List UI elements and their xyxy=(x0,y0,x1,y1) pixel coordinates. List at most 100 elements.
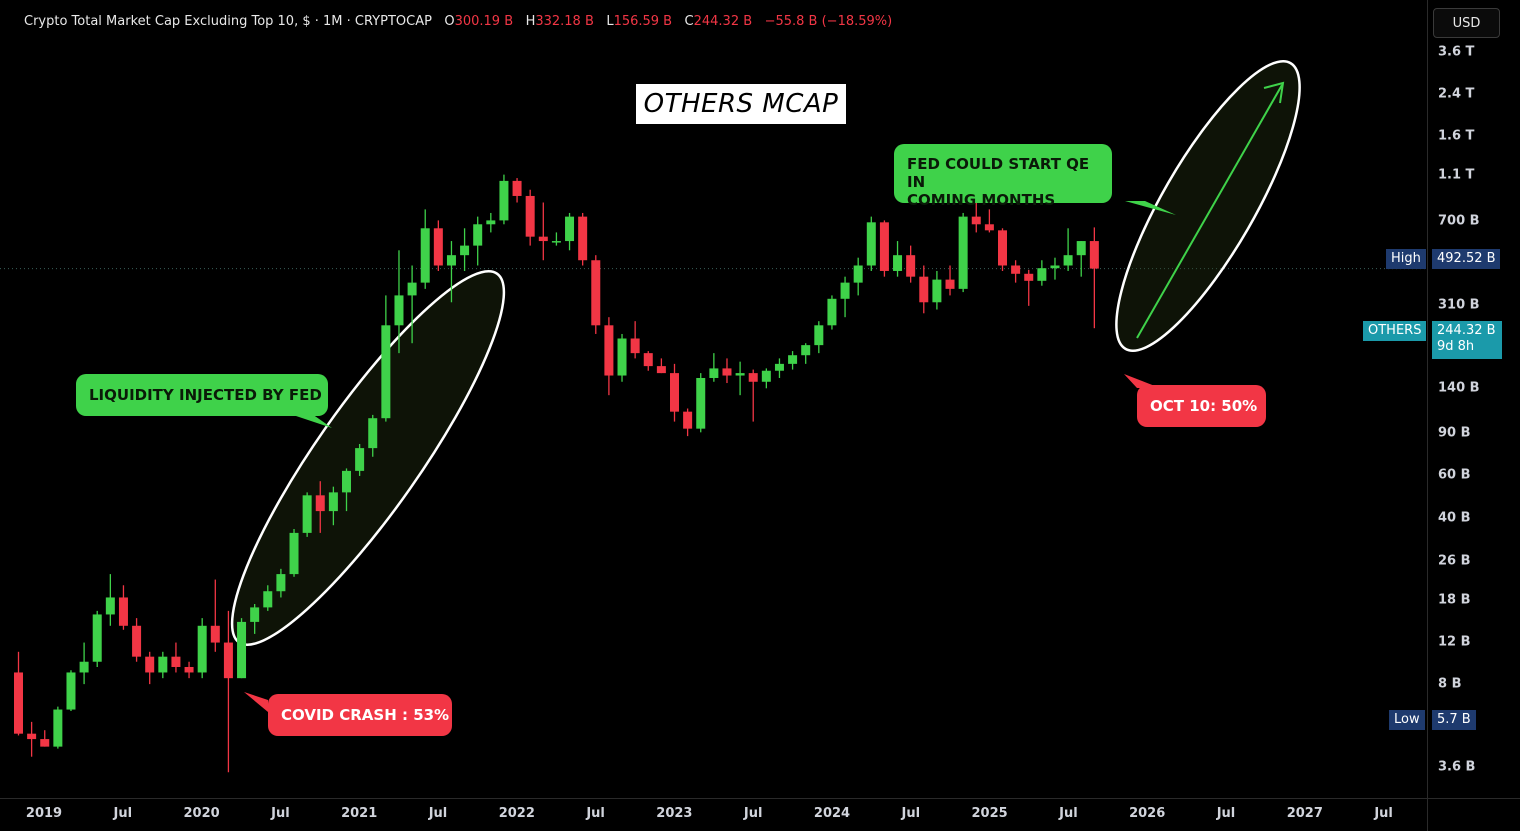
candle-body[interactable] xyxy=(774,363,784,371)
candle-body[interactable] xyxy=(223,642,233,679)
liquidity-callout: LIQUIDITY INJECTED BY FED xyxy=(76,374,328,416)
candle-body[interactable] xyxy=(53,709,63,747)
candle-body[interactable] xyxy=(604,325,614,376)
candle-body[interactable] xyxy=(1011,265,1021,274)
time-tick-label: 2020 xyxy=(183,806,220,821)
open-value: 300.19 B xyxy=(454,14,514,29)
candle-body[interactable] xyxy=(499,180,509,221)
candle-body[interactable] xyxy=(1063,255,1073,266)
candle-body[interactable] xyxy=(132,625,142,657)
candle-body[interactable] xyxy=(998,230,1007,266)
time-tick-label: 2019 xyxy=(25,806,63,821)
candle-body[interactable] xyxy=(40,739,50,747)
candle-body[interactable] xyxy=(210,625,220,643)
candle-body[interactable] xyxy=(1050,265,1060,269)
candle-body[interactable] xyxy=(118,597,128,626)
time-axis-divider xyxy=(0,798,1520,799)
candle-body[interactable] xyxy=(368,418,378,449)
candle-body[interactable] xyxy=(79,661,89,673)
candle-body[interactable] xyxy=(879,222,889,271)
candle-body[interactable] xyxy=(1024,273,1034,281)
candle-body[interactable] xyxy=(761,370,771,382)
candle-body[interactable] xyxy=(145,656,155,673)
candle-body[interactable] xyxy=(237,621,247,679)
candle-body[interactable] xyxy=(643,353,653,367)
candle-body[interactable] xyxy=(945,279,955,289)
candle-body[interactable] xyxy=(919,276,929,303)
candle-body[interactable] xyxy=(551,241,561,243)
candle-body[interactable] xyxy=(827,298,837,326)
candle-body[interactable] xyxy=(355,448,365,471)
price-tick-label: 8 B xyxy=(1438,676,1462,692)
candle-body[interactable] xyxy=(617,338,627,376)
candle-body[interactable] xyxy=(840,282,850,299)
price-tick-label: 700 B xyxy=(1438,213,1480,229)
candle-body[interactable] xyxy=(971,216,981,225)
candle-body[interactable] xyxy=(420,228,430,283)
candle-body[interactable] xyxy=(1076,241,1086,256)
candle-body[interactable] xyxy=(486,220,496,225)
candle-body[interactable] xyxy=(722,368,732,376)
candle-body[interactable] xyxy=(578,216,588,261)
candle-body[interactable] xyxy=(27,733,37,740)
candle-body[interactable] xyxy=(670,373,679,412)
candle-body[interactable] xyxy=(958,216,968,289)
candle-body[interactable] xyxy=(66,672,76,710)
candle-body[interactable] xyxy=(197,625,207,673)
candle-body[interactable] xyxy=(92,614,102,662)
candle-body[interactable] xyxy=(446,255,456,266)
candle-body[interactable] xyxy=(656,366,666,374)
candle-body[interactable] xyxy=(315,495,325,512)
candle-body[interactable] xyxy=(473,224,483,246)
candle-body[interactable] xyxy=(538,236,548,242)
candle-body[interactable] xyxy=(683,411,693,429)
candle-body[interactable] xyxy=(184,666,194,673)
close-label: C xyxy=(684,14,694,29)
candle-body[interactable] xyxy=(984,224,994,231)
candle-body[interactable] xyxy=(735,373,745,376)
candle-body[interactable] xyxy=(591,260,601,326)
candle-body[interactable] xyxy=(250,607,260,622)
candle-body[interactable] xyxy=(263,591,273,608)
price-tick-label: 2.4 T xyxy=(1438,86,1475,102)
candle-body[interactable] xyxy=(381,325,391,419)
candle-body[interactable] xyxy=(814,325,824,346)
price-tick-label: 90 B xyxy=(1438,425,1471,441)
candle-body[interactable] xyxy=(853,265,863,283)
candle-body[interactable] xyxy=(105,597,115,615)
candle-body[interactable] xyxy=(801,345,811,356)
candle-body[interactable] xyxy=(788,355,798,364)
candle-body[interactable] xyxy=(289,532,299,575)
candle-body[interactable] xyxy=(709,368,719,378)
candle-body[interactable] xyxy=(158,656,168,673)
candle-body[interactable] xyxy=(407,282,417,296)
candle-body[interactable] xyxy=(328,492,338,512)
oct10-callout: OCT 10: 50% xyxy=(1137,385,1266,427)
candle-body[interactable] xyxy=(433,228,443,266)
time-tick-label: Jul xyxy=(1059,806,1078,821)
candle-body[interactable] xyxy=(866,222,876,266)
candle-body[interactable] xyxy=(525,195,535,237)
candle-body[interactable] xyxy=(932,279,942,303)
candle-body[interactable] xyxy=(1089,241,1099,269)
candle-body[interactable] xyxy=(276,574,286,592)
candle-body[interactable] xyxy=(171,656,181,667)
candle-body[interactable] xyxy=(696,377,706,429)
currency-button[interactable]: USD xyxy=(1433,8,1500,38)
candle-body[interactable] xyxy=(460,245,470,256)
candle-body[interactable] xyxy=(394,295,404,326)
candle-body[interactable] xyxy=(906,255,916,277)
candle-body[interactable] xyxy=(14,672,23,734)
candle-body[interactable] xyxy=(1037,268,1047,281)
candle-body[interactable] xyxy=(748,373,758,382)
candle-body[interactable] xyxy=(342,470,351,493)
candle-body[interactable] xyxy=(302,495,312,533)
price-tick-label: 18 B xyxy=(1438,592,1471,608)
candle-body[interactable] xyxy=(893,255,903,271)
symbol-header: Crypto Total Market Cap Excluding Top 10… xyxy=(24,14,892,29)
candle-body[interactable] xyxy=(630,338,640,354)
candle-body[interactable] xyxy=(565,216,575,242)
candle-body[interactable] xyxy=(512,180,522,196)
